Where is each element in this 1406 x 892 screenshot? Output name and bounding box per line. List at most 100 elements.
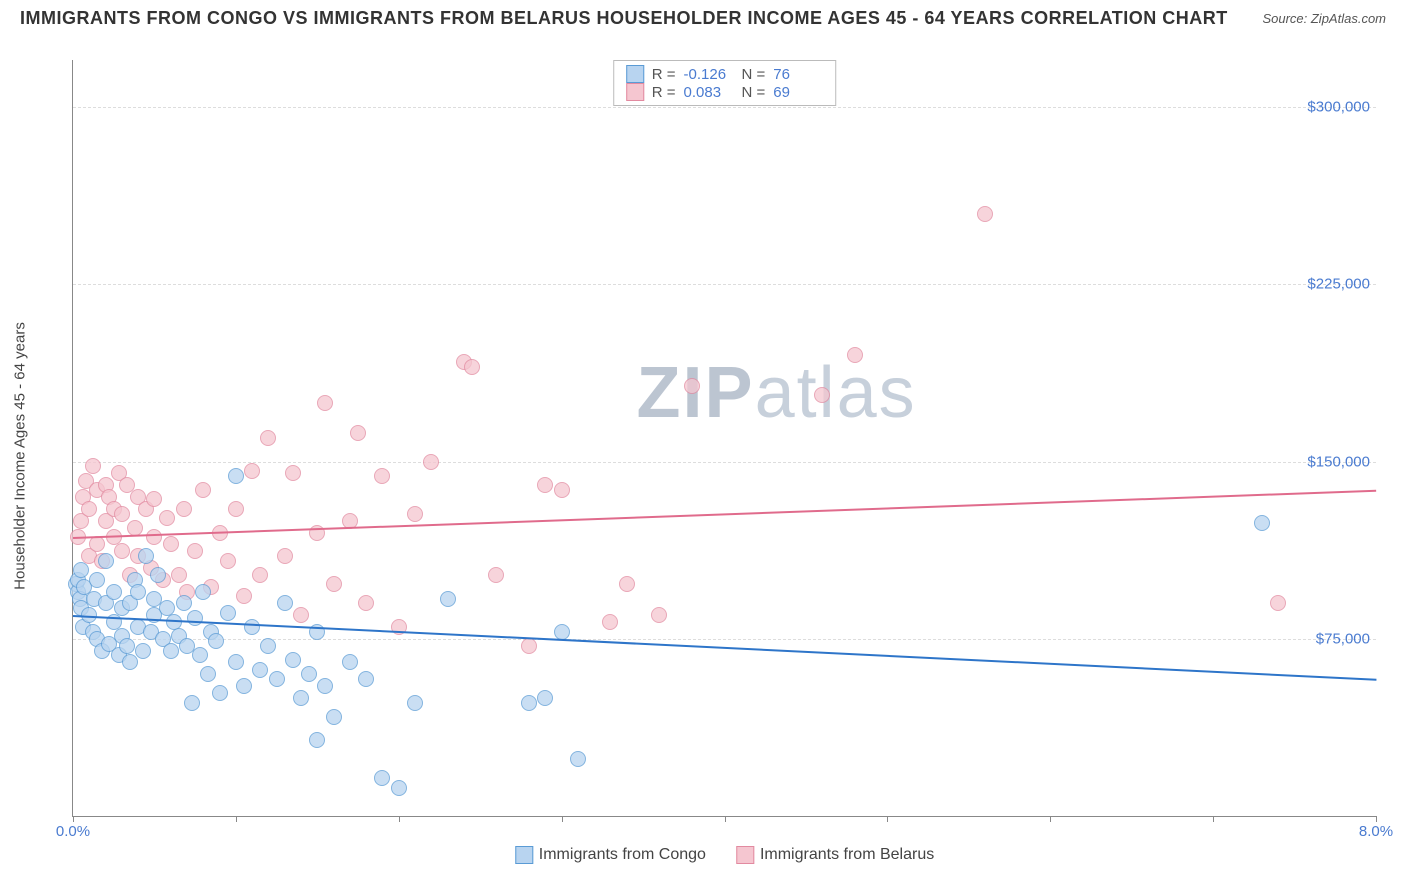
point-belarus xyxy=(309,525,325,541)
legend-swatch-a xyxy=(515,846,533,864)
point-congo xyxy=(150,567,166,583)
point-belarus xyxy=(127,520,143,536)
swatch-a xyxy=(626,65,644,83)
point-belarus xyxy=(114,543,130,559)
point-congo xyxy=(293,690,309,706)
point-belarus xyxy=(187,543,203,559)
point-congo xyxy=(73,562,89,578)
y-axis-label: Householder Income Ages 45 - 64 years xyxy=(12,322,29,590)
point-belarus xyxy=(350,425,366,441)
gridline xyxy=(73,462,1376,463)
point-congo xyxy=(106,584,122,600)
point-congo xyxy=(1254,515,1270,531)
x-tick xyxy=(1050,816,1051,822)
gridline xyxy=(73,284,1376,285)
point-belarus xyxy=(684,378,700,394)
point-belarus xyxy=(146,529,162,545)
stat-row-b: R = 0.083 N = 69 xyxy=(626,83,824,101)
point-congo xyxy=(163,643,179,659)
x-tick-label: 8.0% xyxy=(1359,823,1393,840)
point-congo xyxy=(119,638,135,654)
point-congo xyxy=(98,553,114,569)
swatch-b xyxy=(626,83,644,101)
point-congo xyxy=(326,709,342,725)
y-tick-label: $300,000 xyxy=(1307,99,1370,116)
point-belarus xyxy=(977,206,993,222)
x-tick-label: 0.0% xyxy=(56,823,90,840)
x-tick xyxy=(562,816,563,822)
point-congo xyxy=(285,652,301,668)
point-belarus xyxy=(554,482,570,498)
point-congo xyxy=(309,732,325,748)
point-belarus xyxy=(326,576,342,592)
point-belarus xyxy=(195,482,211,498)
point-congo xyxy=(374,770,390,786)
point-congo xyxy=(269,671,285,687)
point-belarus xyxy=(488,567,504,583)
point-belarus xyxy=(358,595,374,611)
source-label: Source: ZipAtlas.com xyxy=(1262,11,1386,26)
x-tick xyxy=(1376,816,1377,822)
point-belarus xyxy=(317,395,333,411)
point-congo xyxy=(228,654,244,670)
point-congo xyxy=(570,751,586,767)
x-tick xyxy=(399,816,400,822)
point-belarus xyxy=(374,468,390,484)
point-belarus xyxy=(260,430,276,446)
point-belarus xyxy=(847,347,863,363)
point-belarus xyxy=(464,359,480,375)
point-belarus xyxy=(163,536,179,552)
point-belarus xyxy=(236,588,252,604)
point-belarus xyxy=(1270,595,1286,611)
point-congo xyxy=(130,584,146,600)
point-congo xyxy=(122,654,138,670)
legend-item-a: Immigrants from Congo xyxy=(515,846,706,864)
point-congo xyxy=(342,654,358,670)
plot-area: ZIPatlas R = -0.126 N = 76 R = 0.083 N =… xyxy=(72,60,1376,817)
x-tick xyxy=(725,816,726,822)
chart-container: Householder Income Ages 45 - 64 years ZI… xyxy=(20,40,1386,872)
point-congo xyxy=(252,662,268,678)
stat-row-a: R = -0.126 N = 76 xyxy=(626,65,824,83)
point-belarus xyxy=(423,454,439,470)
legend-item-b: Immigrants from Belarus xyxy=(736,846,934,864)
y-tick-label: $150,000 xyxy=(1307,453,1370,470)
gridline xyxy=(73,107,1376,108)
point-belarus xyxy=(285,465,301,481)
point-belarus xyxy=(252,567,268,583)
point-belarus xyxy=(651,607,667,623)
point-belarus xyxy=(114,506,130,522)
point-congo xyxy=(317,678,333,694)
point-congo xyxy=(228,468,244,484)
trendline-belarus xyxy=(73,490,1376,539)
point-congo xyxy=(277,595,293,611)
point-belarus xyxy=(171,567,187,583)
point-congo xyxy=(184,695,200,711)
y-tick-label: $75,000 xyxy=(1316,630,1370,647)
point-congo xyxy=(200,666,216,682)
point-belarus xyxy=(619,576,635,592)
point-belarus xyxy=(407,506,423,522)
point-belarus xyxy=(814,387,830,403)
legend: Immigrants from Congo Immigrants from Be… xyxy=(515,846,934,864)
chart-title: IMMIGRANTS FROM CONGO VS IMMIGRANTS FROM… xyxy=(20,8,1228,29)
point-congo xyxy=(244,619,260,635)
point-congo xyxy=(220,605,236,621)
point-belarus xyxy=(244,463,260,479)
point-congo xyxy=(440,591,456,607)
point-belarus xyxy=(146,491,162,507)
y-tick-label: $225,000 xyxy=(1307,276,1370,293)
point-belarus xyxy=(602,614,618,630)
point-belarus xyxy=(176,501,192,517)
point-congo xyxy=(407,695,423,711)
point-congo xyxy=(135,643,151,659)
point-congo xyxy=(138,548,154,564)
point-belarus xyxy=(85,458,101,474)
point-congo xyxy=(301,666,317,682)
point-belarus xyxy=(220,553,236,569)
point-belarus xyxy=(293,607,309,623)
legend-swatch-b xyxy=(736,846,754,864)
point-congo xyxy=(537,690,553,706)
stats-box: R = -0.126 N = 76 R = 0.083 N = 69 xyxy=(613,60,837,106)
point-belarus xyxy=(521,638,537,654)
